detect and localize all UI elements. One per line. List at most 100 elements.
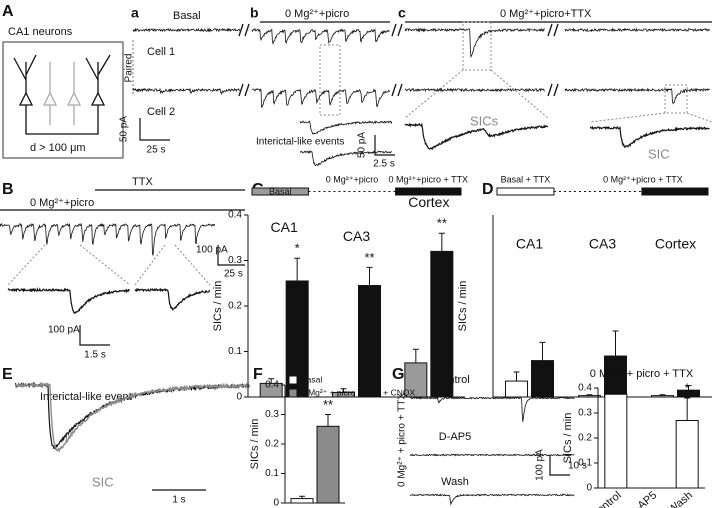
paired-label: Paired <box>124 54 135 83</box>
condition-label: 0 Mg²⁺ + picro + TTX <box>397 393 408 487</box>
trace <box>132 27 241 33</box>
y-tick-label: 0.2 <box>228 301 242 312</box>
break-mark <box>238 83 250 97</box>
error-bar <box>268 378 275 384</box>
bar <box>290 498 314 504</box>
panel-letter: E <box>2 366 13 383</box>
schematic-title: CA1 neurons <box>8 26 73 38</box>
scale-bar <box>549 455 570 476</box>
panel-letter: c <box>398 5 406 21</box>
category-label: Cortex <box>408 194 449 210</box>
bar <box>531 360 554 398</box>
inset-label: SICs <box>470 113 499 128</box>
scale-label: 100 pA <box>48 325 80 336</box>
bar <box>675 420 699 489</box>
y-tick-label: 0 <box>586 483 592 494</box>
trace <box>134 287 211 311</box>
protocol-bar <box>496 187 555 196</box>
y-tick-label: 0.1 <box>265 468 279 479</box>
scale-bar <box>217 245 245 266</box>
y-axis-label: SICs / min <box>457 281 469 332</box>
break-mark <box>391 23 403 37</box>
protocol-bar <box>641 187 709 196</box>
panel-letter: G <box>392 366 404 383</box>
protocol-label: Basal + TTX <box>501 174 551 184</box>
y-tick-label: 0.2 <box>265 439 279 450</box>
protocol-label: 0 Mg²⁺+picro + TTX <box>603 174 683 184</box>
protocol-label: 0 Mg²⁺+picro <box>326 174 379 184</box>
significance: ** <box>611 367 621 382</box>
condition-label: 0 Mg²⁺+picro <box>285 8 349 20</box>
trace <box>132 87 240 96</box>
trace <box>564 27 710 33</box>
protocol-label: Basal <box>269 186 292 196</box>
trace <box>409 493 575 506</box>
category-label: Wash <box>666 489 695 508</box>
trace <box>564 87 710 105</box>
error-bar <box>612 383 619 395</box>
scale-bar <box>79 325 110 346</box>
scale-label: 100 pA <box>535 449 546 481</box>
bar <box>316 425 340 504</box>
significance: ** <box>364 250 374 265</box>
trace-label: SIC <box>92 474 114 489</box>
panel-letter: D <box>482 181 494 198</box>
scale-label: 100 pA <box>196 245 228 256</box>
trace-label: Interictal-like event <box>40 391 132 403</box>
error-bar <box>659 394 666 396</box>
error-bar <box>685 385 692 391</box>
scale-label: 50 pA <box>357 132 368 158</box>
category-label: CA3 <box>343 228 370 244</box>
significance: ** <box>323 397 333 412</box>
cell-label: Cell 2 <box>147 106 175 118</box>
category-label: Cortex <box>655 236 696 252</box>
chart-title: 0 Mg²⁺ + picro + TTX <box>590 368 694 380</box>
legend-swatch <box>288 388 298 398</box>
y-tick-label: 0.4 <box>265 380 279 391</box>
y-tick-label: 0.3 <box>228 255 242 266</box>
scale-label: 50 pA <box>119 116 130 142</box>
significance: ** <box>437 216 447 231</box>
zoom-guides <box>319 21 713 123</box>
trace <box>404 87 545 93</box>
category-label: Control <box>589 489 624 508</box>
scale-label: 2.5 s <box>373 159 395 170</box>
panel-letter: a <box>131 5 139 21</box>
error-bar <box>684 397 691 421</box>
significance: * <box>295 241 300 256</box>
trace <box>590 125 710 149</box>
trace <box>7 287 130 315</box>
condition-label: TTX <box>132 176 153 188</box>
scale-label: 25 s <box>224 269 243 280</box>
trace <box>251 27 390 45</box>
scale-label: 1 s <box>172 495 185 506</box>
bar <box>578 395 601 398</box>
bar <box>505 380 528 398</box>
trace <box>251 88 390 108</box>
trace-label: D-AP5 <box>439 431 471 443</box>
break-mark <box>547 83 559 97</box>
error-bar <box>325 414 331 427</box>
panel-letter: A <box>2 3 14 20</box>
scale-label: 10 s <box>568 461 587 472</box>
panel-letter: F <box>253 366 263 383</box>
category-label: CA1 <box>271 219 298 235</box>
inset-label: Interictal-like events <box>256 137 344 148</box>
error-bar <box>612 330 619 357</box>
trace <box>299 120 393 135</box>
scale-bar <box>139 118 170 141</box>
bar <box>430 250 454 398</box>
condition-label: 0 Mg²⁺+picro <box>30 197 94 209</box>
trace <box>14 381 251 453</box>
legend-label: Basal <box>301 374 322 384</box>
bar <box>358 285 381 398</box>
zoom-guide <box>7 244 211 286</box>
error-bar <box>539 341 546 361</box>
significance: * <box>685 380 690 395</box>
cell-label: Cell 1 <box>147 46 175 58</box>
category-label: CA1 <box>516 236 543 252</box>
break-mark <box>547 23 559 37</box>
distance-label: d > 100 μm <box>30 142 86 154</box>
protocol-bar <box>251 187 309 196</box>
